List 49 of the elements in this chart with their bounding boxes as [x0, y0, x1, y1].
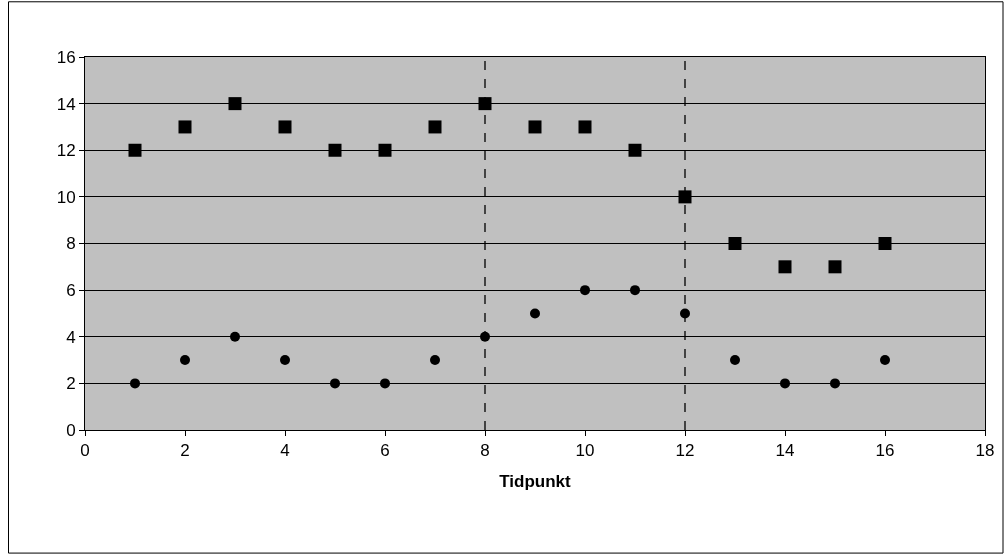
- x-tick-label: 14: [775, 441, 795, 461]
- point: [630, 285, 640, 296]
- point: [180, 355, 190, 366]
- point: [530, 308, 540, 319]
- point: [828, 260, 842, 274]
- point: [328, 143, 342, 157]
- point: [380, 378, 390, 389]
- point: [330, 378, 340, 389]
- point: [678, 190, 692, 204]
- y-tick-label: 10: [56, 187, 76, 207]
- point: [228, 97, 242, 111]
- point: [730, 355, 740, 366]
- point: [578, 120, 592, 134]
- point: [128, 143, 142, 157]
- y-tick-label: 14: [56, 94, 76, 114]
- point: [830, 378, 840, 389]
- point: [880, 355, 890, 366]
- point: [728, 237, 742, 250]
- point: [278, 120, 292, 134]
- x-tick-label: 6: [380, 441, 390, 461]
- y-tick-label: 16: [56, 47, 76, 67]
- x-tick-label: 0: [80, 441, 90, 461]
- point: [130, 378, 140, 389]
- point: [430, 355, 440, 366]
- point: [878, 237, 892, 250]
- point: [280, 355, 290, 366]
- x-tick-label: 4: [280, 441, 290, 461]
- x-tick-label: 18: [975, 441, 995, 461]
- point: [778, 260, 792, 274]
- y-tick-label: 12: [56, 141, 76, 161]
- y-tick-label: 4: [66, 327, 76, 347]
- x-tick-label: 10: [575, 441, 595, 461]
- point: [780, 378, 790, 389]
- y-tick-label: 8: [66, 234, 76, 254]
- y-tick-label: 0: [66, 420, 76, 440]
- x-tick-label: 16: [875, 441, 895, 461]
- x-tick-label: 8: [480, 441, 490, 461]
- y-tick-label: 2: [66, 374, 76, 394]
- point: [628, 143, 642, 157]
- point: [528, 120, 542, 134]
- point: [378, 143, 392, 157]
- point: [178, 120, 192, 134]
- point: [428, 120, 442, 134]
- x-tick-label: 2: [180, 441, 190, 461]
- point: [230, 331, 240, 342]
- x-tick-label: 12: [675, 441, 695, 461]
- x-axis-title: Tidpunkt: [499, 471, 572, 491]
- y-tick-label: 6: [66, 281, 76, 301]
- point: [580, 285, 590, 296]
